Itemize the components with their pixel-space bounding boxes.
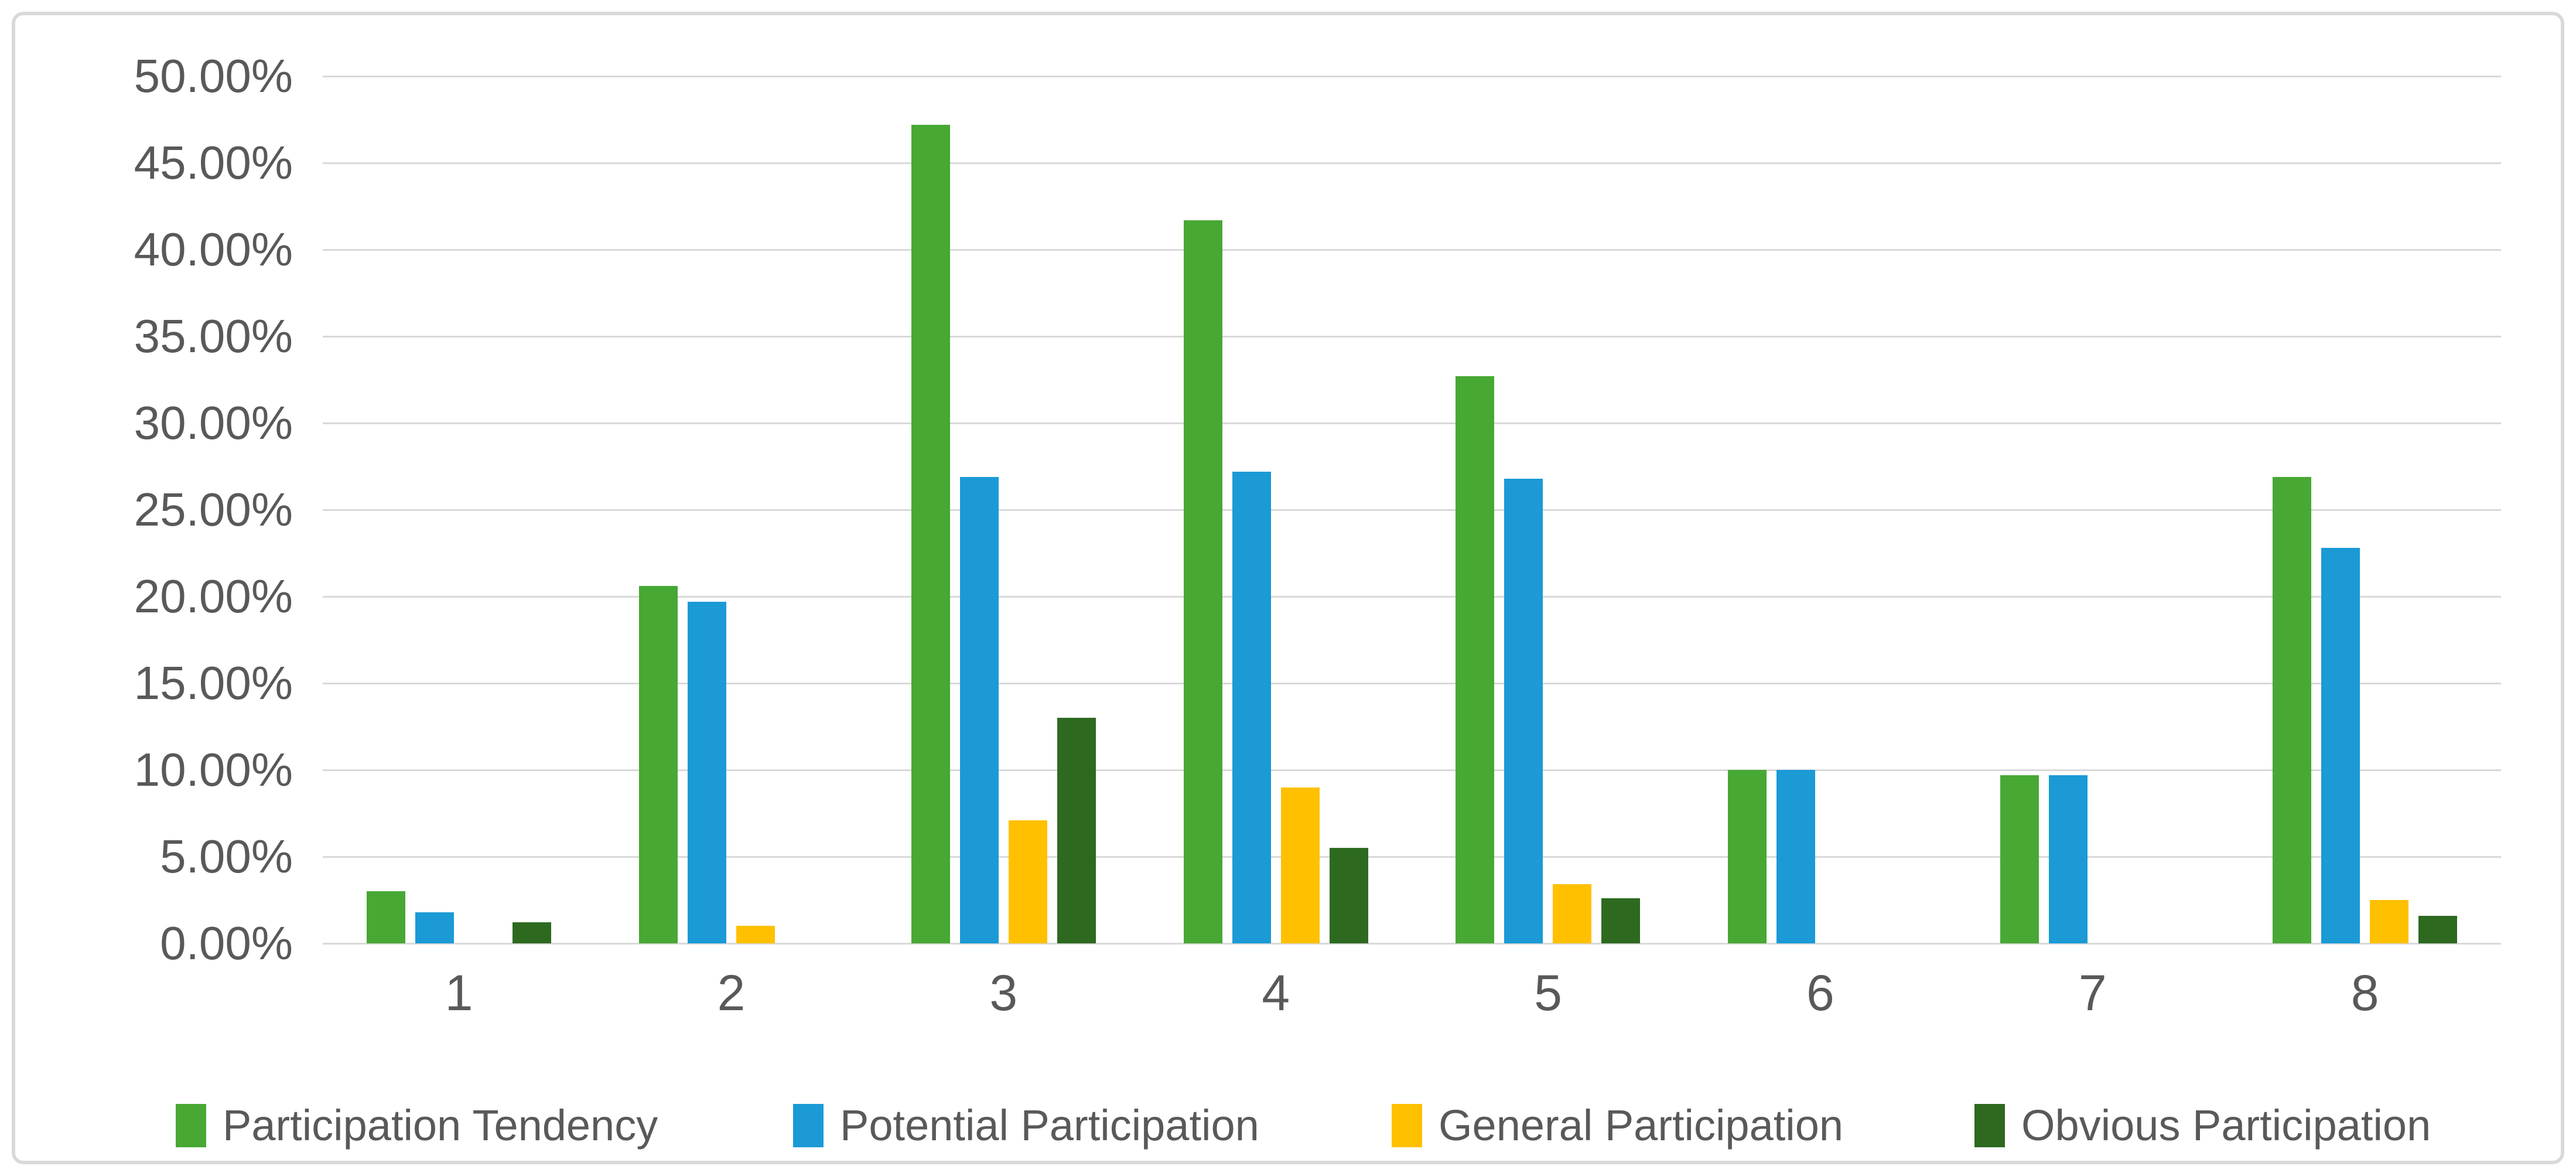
gridline bbox=[323, 856, 2501, 858]
bar-general-participation-cat8 bbox=[2370, 900, 2409, 943]
gridline bbox=[323, 336, 2501, 338]
legend: Participation Tendency Potential Particip… bbox=[0, 1100, 2576, 1165]
chart-frame bbox=[12, 12, 2564, 1164]
legend-marker-icon bbox=[176, 1104, 206, 1147]
bar-potential-participation-cat2 bbox=[687, 601, 726, 943]
x-tick-label: 7 bbox=[2078, 965, 2107, 1021]
bar-participation-tendency-cat6 bbox=[1728, 770, 1767, 943]
legend-label: Obvious Participation bbox=[2021, 1101, 2431, 1150]
y-tick-label: 45.00% bbox=[134, 137, 293, 189]
y-tick-label: 30.00% bbox=[134, 397, 293, 449]
legend-marker-icon bbox=[1974, 1104, 2005, 1147]
bar-obvious-participation-cat3 bbox=[1057, 718, 1096, 943]
bar-obvious-participation-cat1 bbox=[512, 922, 551, 943]
bar-participation-tendency-cat8 bbox=[2273, 476, 2312, 943]
y-tick-label: 25.00% bbox=[134, 483, 293, 536]
gridline bbox=[323, 422, 2501, 424]
y-tick-label: 40.00% bbox=[134, 223, 293, 275]
x-tick-label: 8 bbox=[2350, 965, 2379, 1021]
bar-potential-participation-cat3 bbox=[959, 476, 999, 943]
bar-participation-tendency-cat7 bbox=[2000, 775, 2039, 943]
x-tick-label: 6 bbox=[1806, 965, 1834, 1021]
gridline bbox=[323, 683, 2501, 684]
bar-participation-tendency-cat5 bbox=[1456, 376, 1495, 943]
x-tick-label: 1 bbox=[445, 965, 473, 1021]
x-tick-label: 4 bbox=[1262, 965, 1290, 1021]
gridline bbox=[323, 509, 2501, 511]
gridline bbox=[323, 249, 2501, 251]
x-tick-label: 5 bbox=[1534, 965, 1562, 1021]
bar-potential-participation-cat4 bbox=[1232, 471, 1271, 943]
bar-potential-participation-cat5 bbox=[1504, 478, 1543, 943]
y-tick-label: 50.00% bbox=[134, 50, 293, 102]
legend-item-general-participation: General Participation bbox=[1392, 1100, 1843, 1151]
bar-obvious-participation-cat4 bbox=[1329, 848, 1368, 943]
bar-potential-participation-cat1 bbox=[415, 912, 454, 943]
legend-item-potential-participation: Potential Participation bbox=[793, 1100, 1259, 1151]
y-tick-label: 20.00% bbox=[134, 570, 293, 622]
bar-obvious-participation-cat8 bbox=[2418, 915, 2458, 943]
legend-label: General Participation bbox=[1439, 1101, 1844, 1150]
gridline bbox=[323, 76, 2501, 77]
legend-marker-icon bbox=[1392, 1104, 1422, 1147]
gridline bbox=[323, 162, 2501, 164]
bar-general-participation-cat5 bbox=[1553, 884, 1592, 943]
bar-general-participation-cat2 bbox=[736, 926, 775, 943]
legend-item-participation-tendency: Participation Tendency bbox=[176, 1100, 658, 1151]
bar-participation-tendency-cat2 bbox=[638, 586, 678, 943]
gridline bbox=[323, 943, 2501, 945]
legend-marker-icon bbox=[793, 1104, 824, 1147]
legend-label: Potential Participation bbox=[840, 1101, 1259, 1150]
legend-item-obvious-participation: Obvious Participation bbox=[1974, 1100, 2431, 1151]
x-tick-label: 2 bbox=[717, 965, 746, 1021]
x-tick-label: 3 bbox=[989, 965, 1018, 1021]
plot-area bbox=[323, 76, 2501, 945]
gridline bbox=[323, 769, 2501, 771]
bar-potential-participation-cat8 bbox=[2321, 548, 2360, 943]
bar-participation-tendency-cat4 bbox=[1183, 220, 1222, 943]
y-tick-label: 0.00% bbox=[160, 917, 293, 969]
y-tick-label: 5.00% bbox=[160, 830, 293, 882]
bar-participation-tendency-cat3 bbox=[911, 124, 950, 943]
bar-potential-participation-cat6 bbox=[1776, 770, 1816, 943]
y-tick-label: 35.00% bbox=[134, 310, 293, 362]
y-tick-label: 15.00% bbox=[134, 657, 293, 709]
bar-general-participation-cat3 bbox=[1008, 820, 1047, 943]
bar-obvious-participation-cat5 bbox=[1601, 898, 1641, 943]
bar-potential-participation-cat7 bbox=[2049, 775, 2088, 943]
y-tick-label: 10.00% bbox=[134, 744, 293, 796]
bar-general-participation-cat4 bbox=[1280, 787, 1320, 943]
legend-label: Participation Tendency bbox=[223, 1101, 658, 1150]
gridline bbox=[323, 596, 2501, 598]
bar-participation-tendency-cat1 bbox=[366, 891, 405, 943]
